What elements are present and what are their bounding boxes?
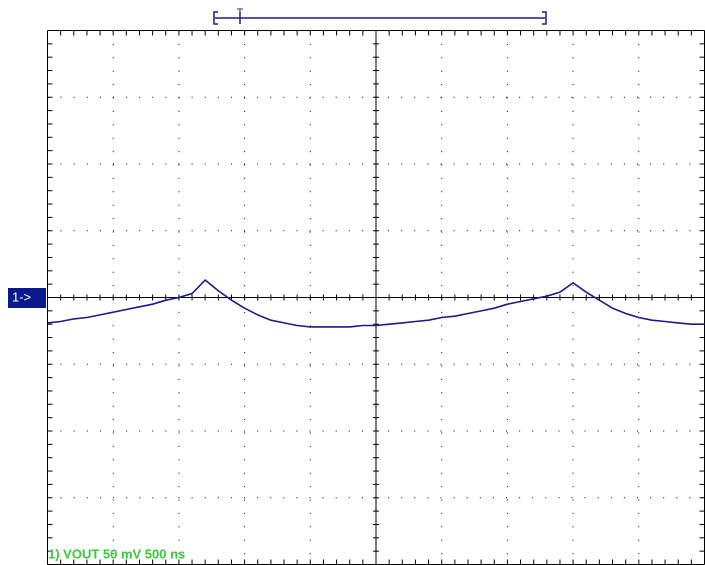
record-indicator [213,11,547,25]
channel-label: 1) VOUT 50 mV 500 ns [48,546,185,561]
channel-marker: 1-> [12,289,31,304]
trace [47,279,705,328]
trigger-label: T [237,7,244,19]
channel-marker-box [8,288,46,308]
